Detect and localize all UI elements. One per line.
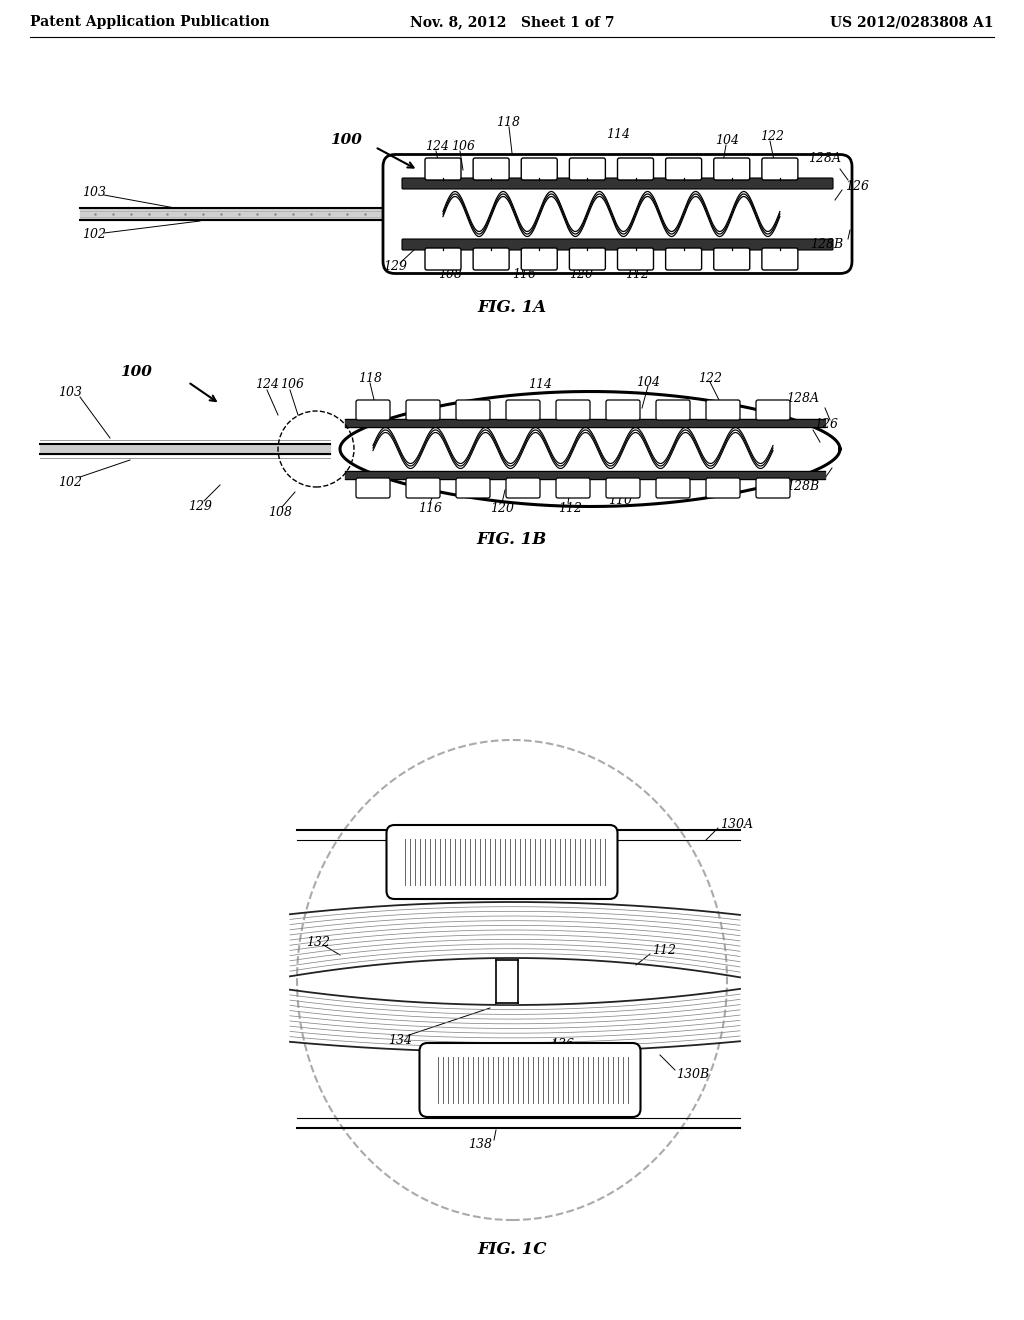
FancyBboxPatch shape bbox=[706, 400, 740, 420]
FancyBboxPatch shape bbox=[402, 178, 833, 189]
Text: 124: 124 bbox=[425, 140, 449, 153]
Text: 116: 116 bbox=[418, 502, 442, 515]
FancyBboxPatch shape bbox=[383, 154, 852, 273]
Text: 100: 100 bbox=[120, 366, 152, 379]
FancyBboxPatch shape bbox=[425, 158, 461, 180]
Text: Nov. 8, 2012   Sheet 1 of 7: Nov. 8, 2012 Sheet 1 of 7 bbox=[410, 15, 614, 29]
Text: 100: 100 bbox=[330, 133, 361, 147]
FancyBboxPatch shape bbox=[420, 1043, 640, 1117]
FancyBboxPatch shape bbox=[756, 400, 790, 420]
Text: 120: 120 bbox=[569, 268, 593, 281]
FancyBboxPatch shape bbox=[656, 400, 690, 420]
Text: 126: 126 bbox=[845, 181, 869, 194]
Polygon shape bbox=[340, 392, 840, 507]
FancyBboxPatch shape bbox=[714, 248, 750, 271]
Text: 108: 108 bbox=[438, 268, 462, 281]
FancyBboxPatch shape bbox=[762, 158, 798, 180]
Text: Patent Application Publication: Patent Application Publication bbox=[30, 15, 269, 29]
Text: US 2012/0283808 A1: US 2012/0283808 A1 bbox=[830, 15, 994, 29]
FancyBboxPatch shape bbox=[666, 158, 701, 180]
Text: 114: 114 bbox=[528, 379, 552, 392]
Text: 118: 118 bbox=[496, 116, 520, 129]
Text: 106: 106 bbox=[451, 140, 475, 153]
Text: 103: 103 bbox=[58, 385, 82, 399]
Text: 120: 120 bbox=[490, 502, 514, 515]
FancyBboxPatch shape bbox=[402, 239, 833, 249]
FancyBboxPatch shape bbox=[473, 158, 509, 180]
FancyBboxPatch shape bbox=[666, 248, 701, 271]
Text: 128B: 128B bbox=[786, 479, 819, 492]
Text: 136: 136 bbox=[550, 1039, 574, 1052]
FancyBboxPatch shape bbox=[506, 478, 540, 498]
Text: 122: 122 bbox=[698, 371, 722, 384]
FancyBboxPatch shape bbox=[386, 825, 617, 899]
FancyBboxPatch shape bbox=[506, 400, 540, 420]
FancyBboxPatch shape bbox=[606, 400, 640, 420]
FancyBboxPatch shape bbox=[456, 400, 490, 420]
Text: 130A: 130A bbox=[720, 818, 753, 832]
Text: 104: 104 bbox=[636, 375, 660, 388]
Text: 116: 116 bbox=[512, 268, 536, 281]
Text: FIG. 1C: FIG. 1C bbox=[477, 1242, 547, 1258]
Text: 122: 122 bbox=[760, 131, 784, 144]
Text: 102: 102 bbox=[58, 475, 82, 488]
FancyBboxPatch shape bbox=[521, 158, 557, 180]
FancyBboxPatch shape bbox=[617, 248, 653, 271]
Text: 112: 112 bbox=[558, 502, 582, 515]
Text: 129: 129 bbox=[383, 260, 407, 273]
Text: 128B: 128B bbox=[810, 239, 843, 252]
FancyBboxPatch shape bbox=[569, 158, 605, 180]
FancyBboxPatch shape bbox=[656, 478, 690, 498]
FancyBboxPatch shape bbox=[606, 478, 640, 498]
FancyBboxPatch shape bbox=[521, 248, 557, 271]
Text: 110: 110 bbox=[672, 260, 696, 273]
FancyBboxPatch shape bbox=[406, 478, 440, 498]
FancyBboxPatch shape bbox=[706, 478, 740, 498]
Text: FIG. 1B: FIG. 1B bbox=[477, 532, 547, 549]
Text: 104: 104 bbox=[715, 135, 739, 148]
FancyBboxPatch shape bbox=[714, 158, 750, 180]
Text: 138: 138 bbox=[468, 1138, 492, 1151]
FancyBboxPatch shape bbox=[569, 248, 605, 271]
FancyBboxPatch shape bbox=[425, 248, 461, 271]
Text: 128A: 128A bbox=[808, 152, 841, 165]
Text: 112: 112 bbox=[652, 944, 676, 957]
Text: 114: 114 bbox=[606, 128, 630, 141]
Text: 126: 126 bbox=[814, 418, 838, 432]
FancyBboxPatch shape bbox=[556, 478, 590, 498]
FancyBboxPatch shape bbox=[756, 478, 790, 498]
Text: 130B: 130B bbox=[676, 1068, 710, 1081]
Text: 134: 134 bbox=[388, 1034, 412, 1047]
Text: 132: 132 bbox=[306, 936, 330, 949]
FancyBboxPatch shape bbox=[556, 400, 590, 420]
FancyBboxPatch shape bbox=[356, 478, 390, 498]
FancyBboxPatch shape bbox=[617, 158, 653, 180]
Text: 124: 124 bbox=[255, 379, 279, 392]
FancyBboxPatch shape bbox=[473, 248, 509, 271]
FancyBboxPatch shape bbox=[456, 478, 490, 498]
Text: 106: 106 bbox=[280, 379, 304, 392]
Text: 128A: 128A bbox=[786, 392, 819, 404]
Ellipse shape bbox=[297, 741, 727, 1220]
Text: 129: 129 bbox=[188, 499, 212, 512]
FancyBboxPatch shape bbox=[762, 248, 798, 271]
FancyBboxPatch shape bbox=[406, 400, 440, 420]
Text: FIG. 1A: FIG. 1A bbox=[477, 298, 547, 315]
Text: 102: 102 bbox=[82, 228, 106, 242]
Text: 118: 118 bbox=[358, 371, 382, 384]
Text: 108: 108 bbox=[268, 506, 292, 519]
Text: 103: 103 bbox=[82, 186, 106, 199]
FancyBboxPatch shape bbox=[356, 400, 390, 420]
Text: 110: 110 bbox=[608, 494, 632, 507]
Text: 112: 112 bbox=[625, 268, 649, 281]
